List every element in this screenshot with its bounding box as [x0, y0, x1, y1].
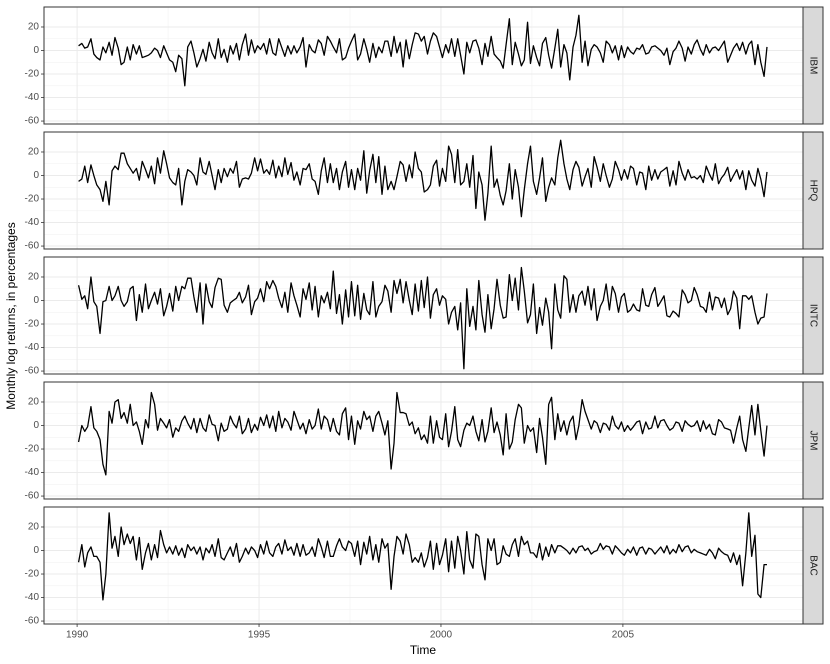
y-tick-label: -60: [25, 241, 40, 252]
strip-label: INTC: [807, 304, 818, 327]
strip-label: HPQ: [807, 180, 818, 202]
y-tick-label: -40: [25, 467, 40, 478]
y-tick-label: -20: [25, 194, 40, 205]
series-line: [77, 512, 767, 601]
y-tick-label: 20: [28, 397, 40, 408]
y-tick-label: 20: [28, 22, 40, 33]
y-tick-label: -20: [25, 319, 40, 330]
y-tick-label: 0: [33, 295, 39, 306]
y-tick-label: 0: [33, 545, 39, 556]
x-tick-label: 2005: [612, 630, 635, 641]
series-line: [77, 266, 768, 370]
strip-label: JPM: [807, 431, 818, 451]
y-tick-label: 20: [28, 522, 40, 533]
series-line: [78, 14, 768, 87]
strip-label: IBM: [807, 57, 818, 75]
strip-label: BAC: [807, 555, 818, 576]
x-tick-label: 2000: [430, 630, 453, 641]
y-tick-label: -60: [25, 366, 40, 377]
panel-background: [44, 382, 803, 499]
y-tick-label: 20: [28, 272, 40, 283]
y-tick-label: 0: [33, 170, 39, 181]
x-axis-title: Time: [410, 643, 437, 657]
strip: [802, 506, 824, 625]
strip: [802, 131, 824, 250]
strip: [802, 6, 824, 125]
y-tick-label: -20: [25, 569, 40, 580]
y-tick-label: 0: [33, 420, 39, 431]
y-tick-label: -40: [25, 217, 40, 228]
panel-background: [44, 257, 803, 374]
x-tick-label: 1995: [248, 630, 271, 641]
y-tick-label: -40: [25, 342, 40, 353]
series-line: [77, 391, 768, 476]
series-line: [78, 139, 768, 221]
y-tick-label: -40: [25, 92, 40, 103]
y-tick-label: -60: [25, 116, 40, 127]
y-tick-label: 20: [28, 147, 40, 158]
y-tick-label: -60: [25, 616, 40, 627]
y-axis-title: Monthly log returns, in percentages: [4, 222, 18, 409]
y-tick-label: -20: [25, 69, 40, 80]
panel-background: [44, 7, 803, 124]
y-tick-label: -60: [25, 491, 40, 502]
y-tick-label: 0: [33, 45, 39, 56]
strip: [802, 256, 824, 375]
y-tick-label: -20: [25, 444, 40, 455]
y-tick-label: -40: [25, 592, 40, 603]
x-tick-label: 1990: [66, 630, 89, 641]
strip: [802, 381, 824, 500]
